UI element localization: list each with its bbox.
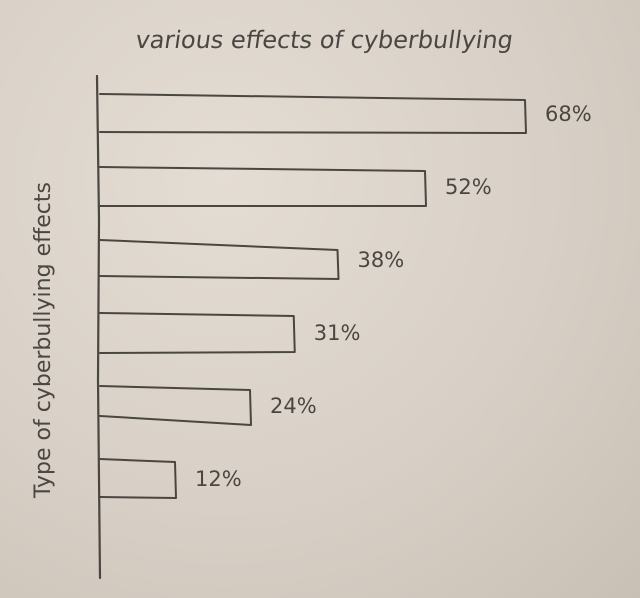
chart-title: various effects of cyberbullying bbox=[134, 26, 515, 54]
value-label-2: 52% bbox=[445, 175, 492, 199]
value-label-3: 38% bbox=[358, 248, 405, 272]
value-labels-group: 68% 52% 38% 31% 24% 12% bbox=[195, 102, 592, 491]
value-label-6: 12% bbox=[195, 467, 242, 491]
bar-5 bbox=[99, 385, 252, 426]
bars-group bbox=[99, 93, 527, 499]
bar-4 bbox=[99, 312, 296, 354]
y-axis-label: Type of cyberbullying effects bbox=[31, 182, 56, 499]
bar-1 bbox=[99, 93, 527, 134]
bar-6 bbox=[99, 458, 177, 499]
value-label-5: 24% bbox=[270, 394, 317, 418]
bar-3 bbox=[99, 239, 340, 280]
y-axis-line bbox=[95, 74, 102, 580]
value-label-4: 31% bbox=[314, 321, 361, 345]
value-label-1: 68% bbox=[545, 102, 592, 126]
bar-2 bbox=[99, 166, 427, 207]
